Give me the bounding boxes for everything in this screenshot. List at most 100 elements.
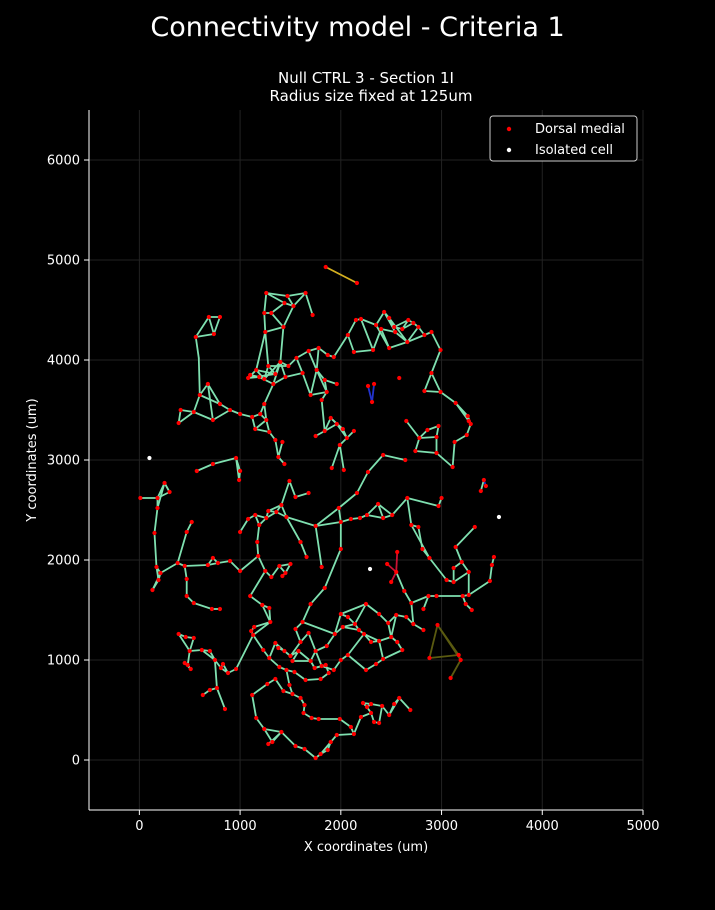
- connection-edge: [320, 399, 326, 432]
- connection-edge: [270, 312, 285, 328]
- dorsal-medial-point: [250, 414, 255, 420]
- figure-suptitle: Connectivity model - Criteria 1: [150, 12, 565, 43]
- dorsal-medial-point: [306, 348, 311, 354]
- chart-subtitle: Radius size fixed at 125um: [270, 87, 473, 105]
- connection-edge: [372, 328, 383, 351]
- dorsal-medial-point: [338, 657, 343, 663]
- dorsal-medial-point: [246, 375, 251, 381]
- dorsal-medial-point: [341, 467, 346, 473]
- dorsal-medial-point: [312, 665, 317, 671]
- dorsal-medial-point: [183, 634, 188, 640]
- dorsal-medial-point: [351, 731, 357, 737]
- connection-edge: [294, 492, 310, 498]
- dorsal-medial-point: [293, 494, 298, 500]
- dorsal-medial-point: [206, 314, 211, 320]
- dorsal-medial-point: [255, 539, 260, 545]
- connection-edge: [188, 637, 195, 652]
- dorsal-medial-point: [184, 593, 189, 599]
- y-axis-label: Y coordinates (um): [25, 398, 40, 522]
- dorsal-medial-point: [368, 710, 374, 716]
- connection-edge: [323, 417, 332, 432]
- dorsal-medial-point: [395, 639, 400, 645]
- isolated-cell-point: [147, 455, 152, 461]
- dorsal-medial-point: [283, 374, 288, 380]
- dorsal-medial-point: [373, 661, 379, 667]
- dorsal-medial-point: [406, 317, 411, 323]
- connection-edge: [200, 649, 216, 661]
- dorsal-medial-point: [458, 657, 463, 663]
- dorsal-medial-point: [325, 747, 330, 753]
- dorsal-medial-point: [269, 310, 274, 316]
- dorsal-medial-point: [280, 439, 285, 445]
- dorsal-medial-point: [331, 354, 336, 360]
- dorsal-medial-point: [381, 452, 386, 458]
- dorsal-medial-point: [167, 489, 172, 495]
- connection-edge: [418, 436, 438, 439]
- dorsal-medial-point: [264, 515, 269, 521]
- dorsal-medial-point: [434, 450, 439, 456]
- y-tick-label: 1000: [47, 654, 80, 669]
- connection-edge: [285, 516, 317, 527]
- connection-edge: [301, 621, 336, 635]
- connection-edge: [403, 590, 413, 604]
- connection-edge: [301, 372, 312, 396]
- dorsal-medial-point: [227, 407, 233, 413]
- legend-label-dorsal-medial: Dorsal medial: [535, 122, 625, 137]
- dorsal-medial-point: [389, 579, 394, 585]
- dorsal-medial-point: [453, 544, 458, 550]
- dorsal-medial-point: [435, 622, 440, 628]
- dorsal-medial-point: [178, 407, 183, 413]
- connection-edge: [406, 326, 420, 343]
- dorsal-medial-point: [309, 715, 314, 721]
- dorsal-medial-point: [302, 702, 307, 708]
- dorsal-medial-point: [337, 716, 342, 722]
- connection-edge: [268, 642, 277, 659]
- connection-edge: [366, 514, 385, 519]
- dorsal-medial-point: [310, 312, 315, 318]
- dorsal-medial-point: [269, 574, 274, 580]
- dorsal-medial-point: [416, 324, 421, 330]
- dorsal-medial-point: [302, 746, 307, 752]
- dorsal-medial-point: [155, 495, 160, 501]
- dorsal-medial-point: [356, 627, 362, 633]
- chart-title: Null CTRL 3 - Section 1I: [278, 69, 454, 87]
- connection-edge: [360, 318, 377, 326]
- dorsal-medial-point: [282, 648, 287, 654]
- dorsal-medial-point: [411, 320, 416, 326]
- connection-edge: [314, 507, 340, 527]
- dorsal-medial-point: [207, 687, 212, 693]
- connection-edge: [251, 683, 269, 696]
- dorsal-medial-point: [393, 329, 398, 335]
- connection-edge: [315, 369, 328, 393]
- dorsal-medial-point: [348, 724, 353, 730]
- dorsal-medial-point: [345, 652, 350, 658]
- dorsal-medial-point: [284, 667, 289, 673]
- dorsal-medial-point: [380, 703, 385, 709]
- connection-edge: [261, 604, 272, 623]
- dorsal-medial-point: [439, 495, 444, 501]
- dorsal-medial-point: [262, 726, 267, 732]
- dorsal-medial-point: [369, 399, 375, 405]
- connection-edge: [454, 402, 470, 422]
- dorsal-medial-point: [187, 648, 192, 654]
- connection-edge: [406, 497, 440, 507]
- connection-edge: [213, 316, 221, 335]
- dorsal-medial-point: [318, 751, 323, 757]
- connection-edge: [279, 326, 285, 363]
- dorsal-medial-point: [427, 655, 432, 661]
- connection-edge: [206, 383, 214, 421]
- dorsal-medial-point: [273, 640, 278, 646]
- connection-edge: [375, 311, 386, 326]
- dorsal-medial-point: [276, 454, 281, 460]
- dorsal-medial-point: [416, 524, 421, 530]
- dorsal-medial-point: [319, 397, 324, 403]
- dorsal-medial-point: [306, 490, 311, 496]
- dorsal-medial-point: [308, 392, 313, 398]
- connection-edge: [279, 361, 287, 378]
- connection-edge: [252, 621, 272, 636]
- connection-edge: [365, 603, 380, 615]
- dorsal-medial-point: [465, 413, 470, 419]
- dorsal-medial-point: [182, 563, 187, 569]
